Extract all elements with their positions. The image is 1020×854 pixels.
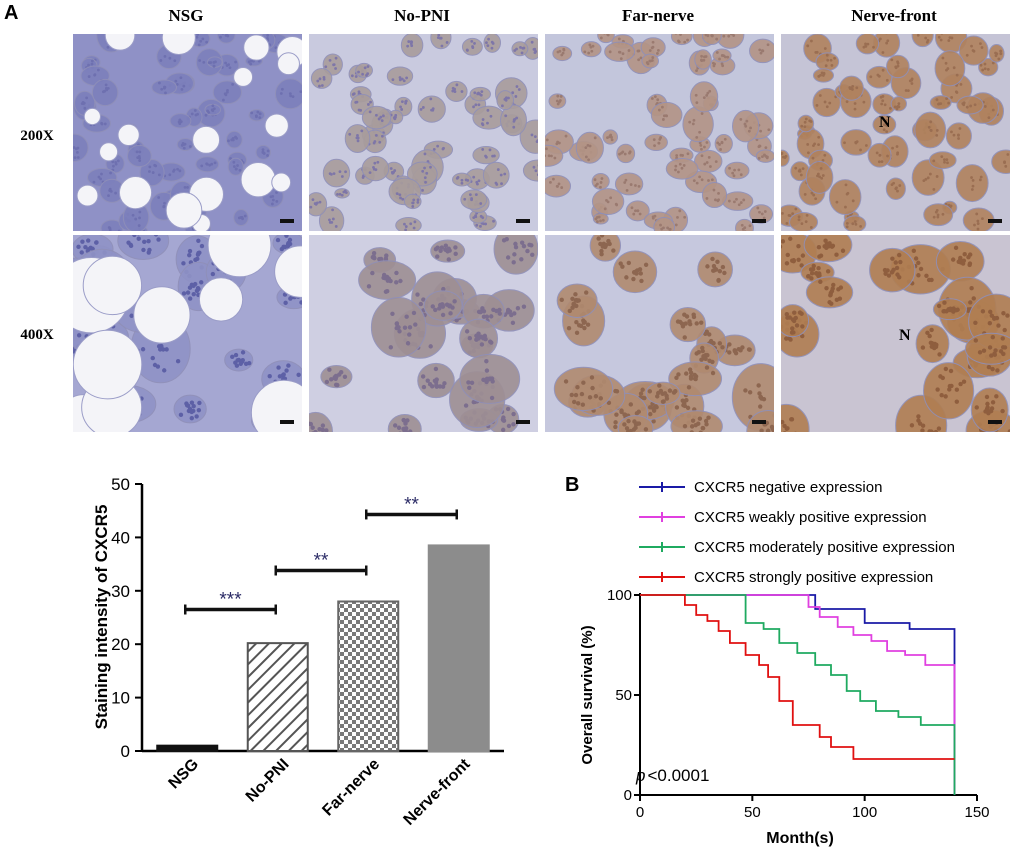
legend-label: CXCR5 strongly positive expression bbox=[694, 569, 933, 586]
bar-far-nerve bbox=[337, 600, 400, 752]
scale-bar bbox=[988, 420, 1002, 424]
significance-bracket: ** bbox=[365, 494, 458, 520]
panel-b-letter: B bbox=[565, 474, 580, 496]
survival-y-tick-label: 0 bbox=[624, 787, 632, 804]
bar-y-tick-label: 30 bbox=[111, 582, 130, 601]
micrograph-texture bbox=[781, 34, 1010, 231]
p-value-annotation: p <0.0001 bbox=[635, 766, 709, 785]
micrograph-texture bbox=[545, 34, 774, 231]
micrograph-texture bbox=[781, 235, 1010, 432]
significance-stars: *** bbox=[219, 589, 242, 610]
bar-chart: 0 10 20 30 40 50 NSG No-PNI Far-nerve Nerve-fron… bbox=[92, 475, 504, 829]
bar-nerve-front bbox=[427, 544, 490, 752]
significance-stars: ** bbox=[314, 551, 329, 572]
legend-entry: CXCR5 strongly positive expression bbox=[639, 569, 933, 586]
scale-bar bbox=[516, 420, 530, 424]
bar-y-tick-label: 0 bbox=[121, 742, 130, 761]
survival-curve-1 bbox=[640, 594, 956, 795]
micrograph-far-nerve-200x bbox=[545, 34, 774, 231]
survival-chart: CXCR5 negative expression CXCR5 weakly po… bbox=[579, 479, 990, 847]
micrograph-nerve-front-400x: N bbox=[781, 235, 1010, 432]
bar-category-label: Nerve-front bbox=[401, 755, 474, 828]
micrograph-far-nerve-400x bbox=[545, 235, 774, 432]
micrograph-no-pni-200x bbox=[309, 34, 538, 231]
survival-curve-2 bbox=[640, 594, 956, 795]
scale-bar bbox=[752, 420, 766, 424]
micrograph-texture bbox=[309, 34, 538, 231]
micrograph-nsg-400x bbox=[73, 235, 302, 432]
legend-entry: CXCR5 moderately positive expression bbox=[639, 539, 955, 556]
row-label-200x: 200X bbox=[20, 128, 54, 144]
micrograph-texture bbox=[73, 34, 302, 231]
significance-bracket: ** bbox=[274, 551, 368, 576]
scale-bar bbox=[280, 219, 294, 223]
survival-y-tick-label: 100 bbox=[607, 587, 632, 604]
survival-curve-4 bbox=[640, 594, 955, 760]
legend-label: CXCR5 negative expression bbox=[694, 479, 882, 496]
bar-category-label: No-PNI bbox=[243, 756, 293, 806]
bar-y-tick-label: 20 bbox=[111, 635, 130, 654]
panel-a-letter: A bbox=[4, 2, 19, 24]
significance-bracket: *** bbox=[184, 589, 277, 615]
survival-chart-xlabel: Month(s) bbox=[766, 830, 834, 847]
legend-entry: CXCR5 weakly positive expression bbox=[639, 509, 927, 526]
legend-label: CXCR5 moderately positive expression bbox=[694, 539, 955, 556]
bar-y-tick-label: 40 bbox=[111, 528, 130, 547]
scale-bar bbox=[516, 219, 530, 223]
scale-bar bbox=[280, 420, 294, 424]
legend-entry: CXCR5 negative expression bbox=[639, 479, 882, 496]
micrograph-texture bbox=[309, 235, 538, 432]
bar-no-pni bbox=[246, 642, 309, 752]
column-label-no-pni: No-PNI bbox=[394, 6, 450, 25]
survival-chart-ylabel: Overall survival (%) bbox=[579, 625, 596, 764]
bar-chart-ylabel: Staining intensity of CXCR5 bbox=[92, 505, 111, 730]
micrograph-nsg-200x bbox=[73, 34, 302, 231]
survival-y-tick-label: 50 bbox=[615, 687, 632, 704]
micrograph-texture bbox=[73, 235, 302, 432]
significance-stars: ** bbox=[404, 494, 419, 515]
micrograph-nerve-front-200x: N bbox=[781, 34, 1010, 231]
micrograph-texture bbox=[545, 235, 774, 432]
column-label-far-nerve: Far-nerve bbox=[621, 6, 695, 25]
row-label-400x: 400X bbox=[20, 327, 54, 343]
survival-x-tick-label: 150 bbox=[964, 804, 989, 821]
legend-label: CXCR5 weakly positive expression bbox=[694, 509, 927, 526]
bar-category-label: Far-nerve bbox=[319, 756, 383, 820]
survival-curve-3 bbox=[640, 594, 956, 795]
column-label-nsg: NSG bbox=[168, 6, 204, 25]
nerve-marker: N bbox=[879, 114, 891, 131]
bar-category-label: NSG bbox=[166, 756, 203, 793]
column-label-nerve-front: Nerve-front bbox=[851, 6, 937, 25]
scale-bar bbox=[752, 219, 766, 223]
bar-y-tick-label: 10 bbox=[111, 689, 130, 708]
bar-y-tick-label: 50 bbox=[111, 475, 130, 494]
survival-x-tick-label: 100 bbox=[852, 804, 877, 821]
survival-x-tick-label: 50 bbox=[744, 804, 761, 821]
micrograph-no-pni-400x bbox=[309, 235, 538, 432]
survival-x-tick-label: 0 bbox=[636, 804, 644, 821]
bar-nsg bbox=[156, 744, 219, 753]
scale-bar bbox=[988, 219, 1002, 223]
nerve-marker: N bbox=[899, 327, 911, 344]
